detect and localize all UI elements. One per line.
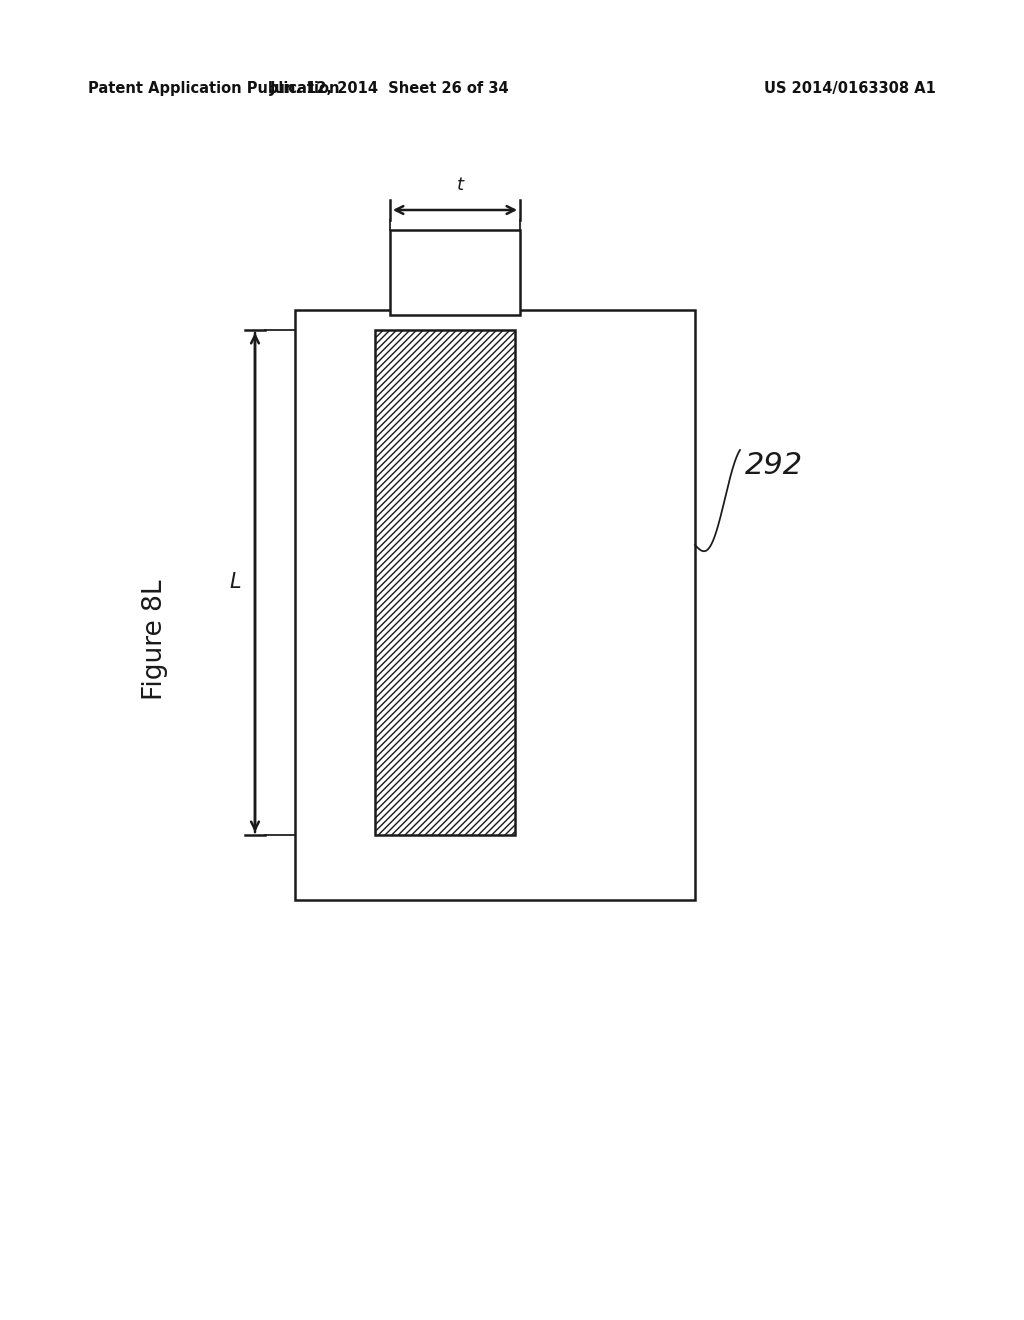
Text: Patent Application Publication: Patent Application Publication: [88, 81, 340, 95]
Bar: [390, 230, 520, 315]
Text: US 2014/0163308 A1: US 2014/0163308 A1: [764, 81, 936, 95]
Bar: [375, 330, 515, 836]
Text: L: L: [229, 572, 241, 591]
Text: t: t: [457, 176, 464, 194]
Text: Jun. 12, 2014  Sheet 26 of 34: Jun. 12, 2014 Sheet 26 of 34: [270, 81, 510, 95]
Bar: [295, 310, 695, 900]
Text: Figure 8L: Figure 8L: [142, 579, 168, 701]
Text: 292: 292: [745, 450, 803, 479]
